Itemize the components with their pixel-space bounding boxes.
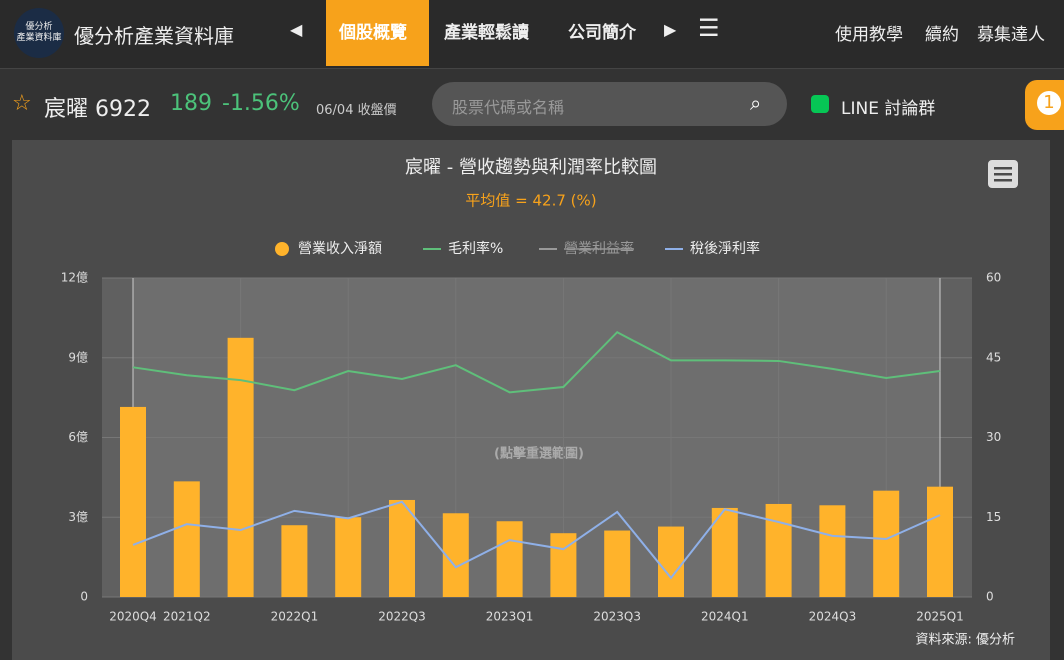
- star[interactable]: ☆: [12, 91, 32, 116]
- change: -1.56%: [222, 91, 300, 116]
- bar: [120, 406, 146, 597]
- header: 優分析 產業資料庫 優分析產業資料庫 ◀ 個股概覽 產業輕鬆讀 公司簡介 ▶ ☰…: [0, 0, 1064, 69]
- price: 189: [170, 91, 212, 116]
- y2-tick-label: 60: [986, 271, 1001, 285]
- source: 資料來源: 優分析: [915, 633, 1015, 648]
- chart-title: 宸曜 - 營收趨勢與利潤率比較圖: [405, 157, 657, 178]
- link[interactable]: 使用教學: [835, 25, 903, 45]
- export-menu[interactable]: [988, 160, 1018, 188]
- logo[interactable]: 優分析 產業資料庫: [14, 8, 64, 58]
- x-tick-label: 2020Q4: [109, 610, 157, 624]
- tab[interactable]: 產業輕鬆讀: [444, 23, 529, 43]
- bar: [819, 505, 846, 597]
- y-tick-label: 9億: [68, 350, 88, 364]
- site-name[interactable]: 優分析產業資料庫: [74, 24, 234, 48]
- legend-label: 稅後淨利率: [690, 240, 760, 257]
- y-tick-label: 3億: [68, 510, 88, 524]
- nav-next[interactable]: ▶: [664, 20, 677, 39]
- y2-tick-label: 30: [986, 430, 1001, 444]
- search-box[interactable]: 股票代碼或名稱 ⌕: [432, 82, 787, 126]
- y2-tick-label: 15: [986, 510, 1001, 524]
- badge-box[interactable]: 1: [1025, 80, 1064, 130]
- x-tick-label: 2022Q3: [378, 610, 426, 624]
- bar: [658, 526, 684, 597]
- search-icon[interactable]: ⌕: [750, 91, 762, 115]
- bar: [927, 486, 953, 597]
- bar: [711, 507, 738, 597]
- legend-label: 營業收入淨額: [298, 241, 382, 257]
- line-link[interactable]: LINE 討論群: [841, 99, 936, 119]
- line: [132, 330, 941, 394]
- annotation[interactable]: (點擊重選範圍): [494, 446, 584, 462]
- chart-subtitle: 平均值 = 42.7 (%): [465, 192, 596, 210]
- bar: [873, 490, 900, 597]
- bar: [765, 503, 792, 597]
- tab[interactable]: 公司簡介: [568, 23, 636, 43]
- x-tick-label: 2025Q1: [916, 610, 964, 624]
- x-tick-label: 2023Q3: [593, 610, 641, 624]
- date: 06/04 收盤價: [316, 103, 397, 118]
- link[interactable]: 募集達人: [977, 25, 1045, 45]
- legend-label: 毛利率%: [448, 240, 503, 257]
- bar: [227, 337, 254, 597]
- line-icon: [811, 95, 829, 113]
- x-tick-label: 2023Q1: [486, 610, 534, 624]
- bar: [389, 499, 415, 597]
- y-tick-label: 12億: [61, 271, 88, 285]
- y2-tick-label: 0: [986, 590, 994, 604]
- bar: [604, 530, 631, 597]
- y-tick-label: 6億: [68, 430, 88, 444]
- y-tick-label: 0: [80, 590, 88, 604]
- search-placeholder: 股票代碼或名稱: [452, 98, 565, 117]
- nav-prev[interactable]: ◀: [290, 20, 303, 39]
- x-tick-label: 2024Q3: [809, 610, 857, 624]
- active-tab-bg: [326, 0, 429, 66]
- x-tick-label: 2024Q1: [701, 610, 749, 624]
- bar: [335, 517, 362, 597]
- legend-marker: [275, 242, 289, 256]
- link[interactable]: 續約: [925, 25, 959, 45]
- menu[interactable]: ☰: [698, 14, 720, 42]
- y2-tick-label: 45: [986, 350, 1001, 364]
- tab[interactable]: 個股概覽: [339, 23, 407, 43]
- line: [132, 500, 941, 580]
- legend-label: 營業利益率: [564, 240, 634, 257]
- chart: 宸曜 - 營收趨勢與利潤率比較圖 平均值 = 42.7 (%) (點擊重選範圍)…: [12, 140, 1050, 660]
- x-tick-label: 2021Q2: [163, 610, 211, 624]
- bar: [173, 481, 200, 597]
- bar: [496, 521, 523, 597]
- stock-name: 宸曜 6922: [44, 97, 151, 122]
- badge: 1: [1037, 91, 1061, 115]
- bar: [281, 525, 308, 597]
- x-tick-label: 2022Q1: [271, 610, 319, 624]
